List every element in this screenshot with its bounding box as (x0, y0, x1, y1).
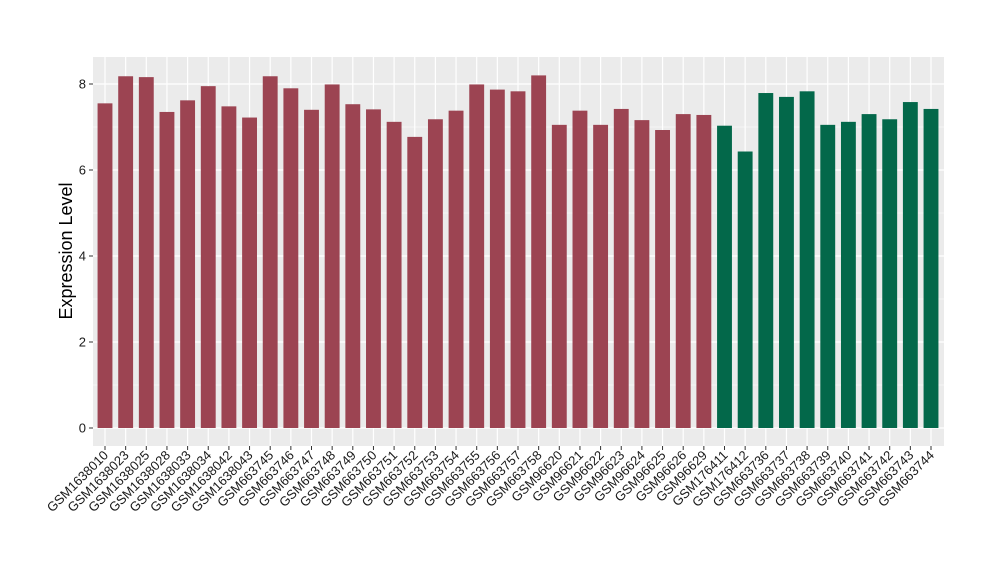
bar-GSM663750 (366, 109, 381, 429)
bar-GSM663745 (262, 76, 278, 428)
bar-GSM663741 (861, 114, 877, 428)
bar-GSM663742 (882, 119, 898, 428)
bar-GSM663736 (758, 93, 774, 428)
bar-GSM96620 (551, 124, 567, 428)
bar-GSM1638033 (180, 100, 196, 428)
bar-GSM663738 (799, 91, 815, 428)
bar-GSM663756 (489, 89, 505, 428)
bar-GSM96624 (634, 120, 650, 429)
bar-GSM663751 (386, 121, 402, 428)
y-axis: 0 2 4 6 8 (79, 77, 93, 436)
y-tick-label: 6 (79, 163, 86, 178)
bar-GSM663743 (902, 102, 918, 428)
bar-GSM96629 (696, 114, 712, 429)
bar-GSM663754 (448, 110, 464, 428)
bar-GSM663755 (469, 84, 485, 429)
bar-GSM96622 (593, 124, 609, 428)
y-tick-label: 4 (79, 249, 86, 264)
bar-GSM1638034 (200, 86, 216, 429)
bar-GSM1638023 (118, 76, 134, 428)
bar-GSM663748 (324, 84, 340, 429)
bar-GSM663758 (531, 75, 547, 429)
bar-GSM663749 (345, 104, 361, 429)
bar-GSM176411 (717, 125, 732, 429)
y-tick-label: 8 (79, 77, 86, 92)
bar-GSM663739 (820, 124, 836, 428)
bar-GSM96623 (613, 108, 629, 428)
bar-GSM96621 (572, 110, 588, 428)
x-axis: GSM1638010GSM1638023GSM1638025GSM1638028… (44, 446, 937, 515)
bar-GSM663747 (304, 109, 319, 429)
bar-GSM663753 (427, 119, 443, 428)
y-axis-title: Expression Level (56, 182, 76, 319)
bar-GSM663744 (923, 108, 939, 428)
bar-GSM1638042 (221, 106, 237, 429)
y-tick-label: 0 (79, 421, 86, 436)
bar-GSM663740 (840, 121, 856, 428)
bar-GSM96626 (675, 114, 691, 428)
bar-GSM663752 (407, 136, 423, 428)
bar-GSM1638043 (242, 117, 257, 428)
bar-GSM663746 (283, 88, 299, 429)
bars (97, 75, 939, 429)
bar-GSM663757 (510, 91, 526, 428)
bar-GSM1638025 (138, 77, 154, 429)
bar-GSM1638010 (97, 103, 113, 428)
bar-GSM96625 (655, 130, 670, 428)
bar-GSM663737 (779, 96, 794, 429)
bar-GSM176412 (737, 151, 753, 428)
bar-GSM1638028 (159, 111, 175, 428)
y-tick-label: 2 (79, 335, 86, 350)
